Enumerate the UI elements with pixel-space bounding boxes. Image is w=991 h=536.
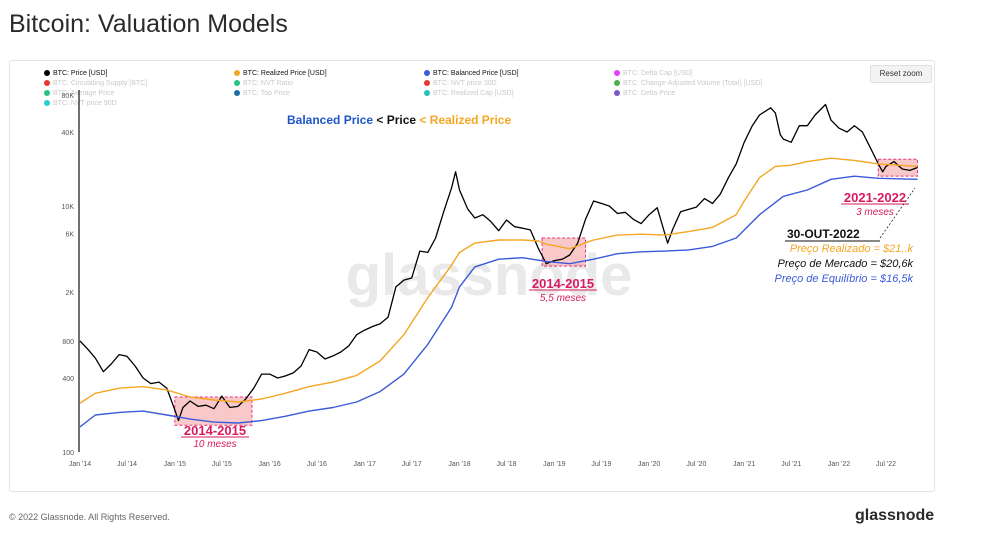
legend-item[interactable]: BTC: Price [USD] xyxy=(44,70,107,77)
legend-label: BTC: NVT Ratio xyxy=(243,80,294,87)
legend-item[interactable]: BTC: Realized Price [USD] xyxy=(234,70,327,77)
legend-label: BTC: Realized Price [USD] xyxy=(243,70,327,77)
glassnode-logo: glassnode xyxy=(855,507,935,524)
legend-dot xyxy=(234,90,240,97)
legend-item[interactable]: BTC: Delta Price xyxy=(614,90,675,97)
y-tick-label: 80K xyxy=(62,93,75,100)
legend-dot xyxy=(424,90,430,97)
legend-item[interactable]: BTC: Average Price xyxy=(44,90,114,97)
y-tick-label: 10K xyxy=(62,204,75,211)
legend-label: BTC: Top Price xyxy=(243,90,290,97)
region-title: 2021-2022 xyxy=(844,190,906,205)
legend-dot xyxy=(234,80,240,87)
legend-label: BTC: Price [USD] xyxy=(53,70,108,77)
y-tick-label: 100 xyxy=(62,450,74,457)
page-title: Bitcoin: Valuation Models xyxy=(9,10,288,38)
legend-label: BTC: Average Price xyxy=(53,90,115,97)
legend-dot xyxy=(614,80,620,87)
note-date: 30-OUT-2022 xyxy=(787,227,860,241)
note-line: Preço Realizado = $21..k xyxy=(790,243,914,255)
headline-part: Price xyxy=(387,113,417,127)
reset-zoom-button[interactable]: Reset zoom xyxy=(870,65,932,83)
x-tick-label: Jan '15 xyxy=(164,461,186,468)
legend-dot xyxy=(44,100,50,107)
region-subtitle: 5,5 meses xyxy=(540,293,586,304)
legend-label: BTC: Delta Price xyxy=(623,90,676,97)
legend-dot xyxy=(614,90,620,97)
legend-item[interactable]: BTC: Delta Cap [USD] xyxy=(614,70,693,77)
headline-part: Realized Price xyxy=(430,113,512,127)
x-tick-label: Jan '17 xyxy=(354,461,376,468)
headline-part: < xyxy=(373,113,387,127)
x-tick-label: Jan '14 xyxy=(69,461,91,468)
highlight-region xyxy=(877,158,918,177)
x-tick-label: Jul '14 xyxy=(117,461,137,468)
legend-label: BTC: NVT price 30D xyxy=(433,80,497,87)
note-line: Preço de Mercado = $20,6k xyxy=(778,258,914,270)
x-tick-label: Jul '20 xyxy=(686,461,706,468)
legend-item[interactable]: BTC: Circulating Supply [BTC] xyxy=(44,80,147,87)
x-tick-label: Jul '21 xyxy=(781,461,801,468)
legend-dot xyxy=(424,80,430,87)
region-title: 2014-2015 xyxy=(532,276,594,291)
series-line xyxy=(79,103,918,422)
legend-dot xyxy=(44,80,50,87)
legend-label: BTC: Balanced Price [USD] xyxy=(433,70,519,77)
legend-item[interactable]: BTC: NVT price 30D xyxy=(424,80,497,87)
series-line xyxy=(79,157,918,404)
x-tick-label: Jan '16 xyxy=(258,461,280,468)
x-tick-label: Jul '19 xyxy=(591,461,611,468)
legend-label: BTC: Delta Cap [USD] xyxy=(623,70,693,77)
x-tick-label: Jan '21 xyxy=(733,461,755,468)
x-tick-label: Jan '20 xyxy=(638,461,660,468)
x-tick-label: Jan '22 xyxy=(828,461,850,468)
legend-label: BTC: Realized Cap [USD] xyxy=(433,90,514,97)
note-line: Preço de Equilíbrio = $16,5k xyxy=(774,273,913,285)
region-subtitle: 3 meses xyxy=(856,207,894,218)
legend-dot xyxy=(424,70,430,77)
y-tick-label: 6K xyxy=(65,231,74,238)
x-tick-label: Jan '18 xyxy=(448,461,470,468)
legend-dot xyxy=(44,70,50,77)
legend-item[interactable]: BTC: Realized Cap [USD] xyxy=(424,90,514,97)
x-tick-label: Jul '16 xyxy=(307,461,327,468)
legend-label: BTC: Change-Adjusted Volume (Total) [USD… xyxy=(623,80,763,87)
legend-item[interactable]: BTC: Balanced Price [USD] xyxy=(424,70,519,77)
region-title: 2014-2015 xyxy=(184,423,246,438)
legend-dot xyxy=(234,70,240,77)
headline-part: < xyxy=(416,113,430,127)
y-tick-label: 400 xyxy=(62,376,74,383)
legend-dot xyxy=(44,90,50,97)
series-line xyxy=(79,175,918,428)
x-tick-label: Jul '17 xyxy=(402,461,422,468)
legend-item[interactable]: BTC: Top Price xyxy=(234,90,290,97)
chart-headline: Balanced Price < Price < Realized Price xyxy=(287,113,511,127)
headline-part: Balanced Price xyxy=(287,113,373,127)
copyright-footer: © 2022 Glassnode. All Rights Reserved. xyxy=(9,512,170,522)
y-tick-label: 2K xyxy=(65,290,74,297)
x-tick-label: Jul '18 xyxy=(497,461,517,468)
region-subtitle: 10 meses xyxy=(193,439,236,450)
x-tick-label: Jan '19 xyxy=(543,461,565,468)
x-tick-label: Jul '15 xyxy=(212,461,232,468)
legend-item[interactable]: BTC: Change-Adjusted Volume (Total) [USD… xyxy=(614,80,762,87)
x-tick-label: Jul '22 xyxy=(876,461,896,468)
legend-item[interactable]: BTC: NVT price 90D xyxy=(44,100,117,107)
legend-dot xyxy=(614,70,620,77)
legend-item[interactable]: BTC: NVT Ratio xyxy=(234,80,293,87)
y-tick-label: 800 xyxy=(62,339,74,346)
legend-label: BTC: NVT price 90D xyxy=(53,100,117,107)
chart-panel xyxy=(9,60,935,492)
legend-label: BTC: Circulating Supply [BTC] xyxy=(53,80,148,87)
y-tick-label: 40K xyxy=(62,130,75,137)
